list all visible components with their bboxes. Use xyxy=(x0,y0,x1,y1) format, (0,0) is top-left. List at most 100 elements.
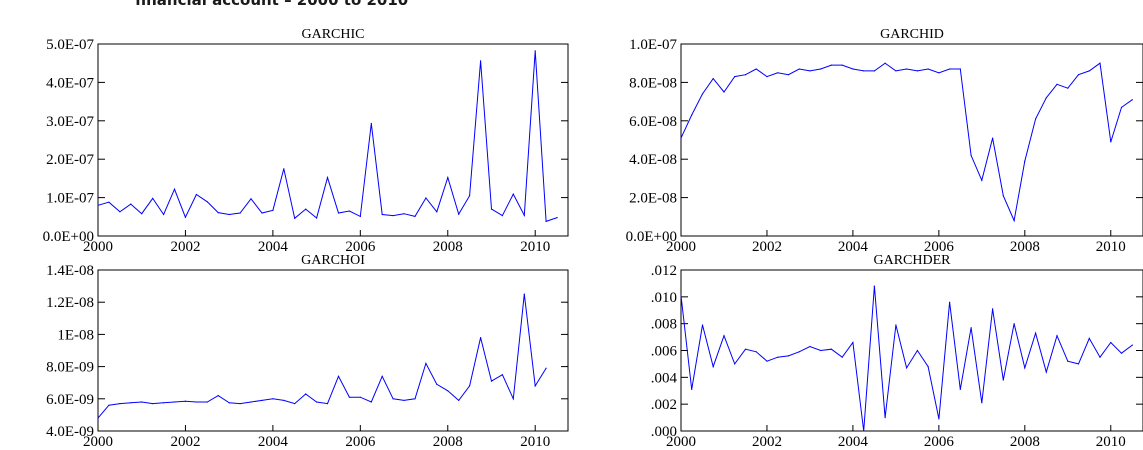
garchid-frame xyxy=(680,43,1143,237)
garchid-point xyxy=(798,68,800,70)
garchid-point xyxy=(916,70,919,72)
garchid-point xyxy=(1088,70,1090,72)
garchid-point xyxy=(1045,97,1047,99)
garchid-ytick-label: 2.0E-08 xyxy=(629,191,677,207)
garchic-ytick-label: 5.0E-07 xyxy=(46,37,94,53)
garchid-point xyxy=(1120,106,1123,108)
garchic-xtick-label: 2006 xyxy=(345,239,376,255)
garchder-point xyxy=(830,348,833,350)
garchic-point xyxy=(458,213,460,215)
garchder-point xyxy=(787,355,790,357)
garchid-point xyxy=(820,68,822,70)
garchic-point xyxy=(261,212,263,214)
garchder-point xyxy=(744,348,747,350)
garchoi-point xyxy=(108,404,110,406)
garchid-point xyxy=(1035,118,1037,120)
garchder-point xyxy=(959,388,961,390)
garchder-point xyxy=(927,366,929,368)
garchic-point xyxy=(119,211,121,213)
garchid-point xyxy=(970,154,972,156)
garchic-xtick-label: 2004 xyxy=(258,239,289,255)
garchic-point xyxy=(163,213,165,216)
garchoi-point xyxy=(425,362,427,364)
garchid-point xyxy=(1013,220,1015,222)
garchid-point xyxy=(863,70,865,72)
garchoi-xtick-label: 2002 xyxy=(170,434,200,450)
garchic-point xyxy=(173,188,176,190)
garchid-panel: GARCHID 0.0E+00 2.0E-08 4.0E-08 6.0E-08 8.0E-… xyxy=(626,27,1143,255)
garchder-point xyxy=(691,388,693,390)
garchic-point xyxy=(534,50,536,52)
garchic-point xyxy=(480,60,482,62)
garchoi-point xyxy=(141,401,143,403)
garchid-point xyxy=(680,137,682,139)
garchid-point xyxy=(938,72,940,74)
garchder-point xyxy=(820,349,822,352)
garchoi-panel: GARCHOI 4.0E-09 6.0E-09 8.0E-09 1E-08 1.2E-08… xyxy=(46,253,569,450)
garchder-point xyxy=(841,356,843,358)
garchid-point xyxy=(1099,62,1101,64)
garchder-point xyxy=(701,324,704,326)
garchder-xtick-label: 2006 xyxy=(924,434,955,450)
garchoi-ytick-label: 4.0E-09 xyxy=(46,424,94,440)
garchid-point xyxy=(809,70,811,72)
garchic-point xyxy=(370,122,372,125)
garchoi-xtick-label: 2008 xyxy=(433,434,463,450)
garchoi-point xyxy=(469,385,471,387)
garchid-xtick-label: 2008 xyxy=(1010,239,1040,255)
garchoi-point xyxy=(523,293,525,295)
garchder-ytick-label: .004 xyxy=(651,370,678,386)
garchid-title: GARCHID xyxy=(880,27,944,42)
garchid-series-line xyxy=(680,62,1133,223)
garchic-point xyxy=(184,216,186,218)
garchid-point xyxy=(777,72,779,74)
garchoi-point xyxy=(239,403,241,405)
garchid-point xyxy=(1131,99,1133,101)
garchoi-point xyxy=(119,403,121,405)
garchder-point xyxy=(1002,379,1004,381)
garchder-point xyxy=(906,367,908,369)
garchoi-point xyxy=(326,403,329,405)
garchoi-point xyxy=(130,402,132,404)
garchoi-point xyxy=(370,401,372,403)
garchoi-point xyxy=(337,375,340,377)
garchder-point xyxy=(1088,337,1090,339)
garchder-point xyxy=(916,349,919,352)
garchder-point xyxy=(1110,341,1112,344)
garchder-series-line xyxy=(680,286,1133,432)
garchoi-point xyxy=(403,399,405,401)
garchic-point xyxy=(403,213,405,215)
garchoi-point xyxy=(480,337,482,339)
garchid-point xyxy=(755,68,757,70)
garchoi-xtick-label: 2000 xyxy=(83,434,113,450)
garchoi-point xyxy=(173,401,176,403)
garchder-point xyxy=(1035,332,1037,334)
garchder-xtick-label: 2008 xyxy=(1010,434,1040,450)
garchic-point xyxy=(326,177,329,179)
garchic-point xyxy=(108,201,110,203)
garchoi-point xyxy=(359,396,361,398)
garchoi-point xyxy=(261,399,263,401)
garchder-point xyxy=(884,417,886,419)
garchid-point xyxy=(906,68,908,70)
garchid-xtick-label: 2004 xyxy=(838,239,869,255)
garchic-xtick-label: 2000 xyxy=(83,239,113,255)
garchid-point xyxy=(701,93,704,95)
garchoi-point xyxy=(217,395,219,397)
garchid-ytick-label: 1.0E-07 xyxy=(629,37,677,53)
garchid-xtick-label: 2010 xyxy=(1096,239,1126,255)
garchoi-point xyxy=(534,385,536,387)
garchid-point xyxy=(884,62,886,64)
garchoi-xtick-label: 2006 xyxy=(345,434,376,450)
garchid-ytick-label: 8.0E-08 xyxy=(629,75,677,91)
garchder-point xyxy=(1120,352,1123,354)
garchid-point xyxy=(992,137,994,139)
garchic-point xyxy=(316,217,318,219)
garchic-point xyxy=(141,213,143,215)
garchic-xtick-label: 2010 xyxy=(520,239,550,255)
garchic-point xyxy=(425,197,427,199)
garchder-xtick-label: 2004 xyxy=(838,434,869,450)
garchoi-point xyxy=(152,403,154,405)
garchder-point xyxy=(1056,335,1058,337)
garchid-xtick-label: 2002 xyxy=(752,239,782,255)
